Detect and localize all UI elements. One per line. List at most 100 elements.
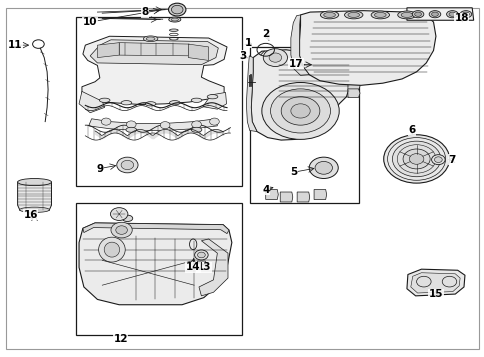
Ellipse shape	[462, 12, 469, 16]
Text: 9: 9	[96, 164, 103, 174]
Circle shape	[194, 250, 208, 260]
Circle shape	[309, 157, 337, 178]
Ellipse shape	[446, 11, 457, 18]
Ellipse shape	[171, 18, 178, 21]
Polygon shape	[265, 190, 278, 200]
Ellipse shape	[411, 11, 423, 18]
Circle shape	[111, 222, 132, 238]
Polygon shape	[246, 56, 257, 132]
Text: 3: 3	[239, 51, 245, 61]
Ellipse shape	[121, 101, 132, 105]
Ellipse shape	[168, 17, 181, 22]
Circle shape	[431, 155, 444, 165]
Circle shape	[269, 53, 281, 62]
Circle shape	[383, 135, 449, 183]
Ellipse shape	[104, 242, 120, 257]
Text: 13: 13	[196, 262, 211, 272]
Text: 12: 12	[113, 333, 128, 343]
Text: 2: 2	[262, 30, 269, 40]
Text: 7: 7	[447, 155, 454, 165]
Bar	[76, 203, 242, 335]
Polygon shape	[347, 89, 359, 97]
Ellipse shape	[143, 36, 158, 41]
Ellipse shape	[146, 37, 155, 41]
Ellipse shape	[169, 29, 178, 31]
Polygon shape	[202, 92, 226, 109]
Ellipse shape	[191, 127, 201, 132]
Ellipse shape	[19, 207, 49, 212]
Ellipse shape	[99, 98, 110, 102]
Circle shape	[281, 97, 319, 125]
Polygon shape	[17, 182, 51, 211]
Text: 10: 10	[83, 17, 97, 27]
Circle shape	[117, 157, 138, 173]
Text: 8: 8	[141, 7, 148, 17]
Polygon shape	[97, 42, 119, 57]
Circle shape	[171, 5, 182, 14]
Bar	[76, 17, 242, 186]
Text: 16: 16	[23, 210, 38, 220]
Ellipse shape	[400, 12, 412, 17]
Ellipse shape	[448, 12, 455, 16]
Circle shape	[434, 157, 441, 162]
Ellipse shape	[414, 12, 421, 16]
Circle shape	[110, 208, 128, 221]
Ellipse shape	[397, 11, 415, 19]
Polygon shape	[406, 269, 464, 296]
Polygon shape	[90, 40, 218, 65]
Text: 6: 6	[408, 126, 415, 136]
Circle shape	[392, 141, 440, 177]
Text: 17: 17	[288, 59, 302, 69]
Circle shape	[191, 121, 201, 128]
Circle shape	[160, 122, 169, 129]
Polygon shape	[196, 261, 206, 265]
Ellipse shape	[431, 12, 438, 16]
Polygon shape	[347, 75, 359, 83]
Ellipse shape	[126, 127, 136, 132]
Circle shape	[126, 121, 136, 128]
Polygon shape	[79, 223, 231, 305]
Polygon shape	[297, 192, 309, 202]
Circle shape	[263, 49, 287, 66]
Ellipse shape	[145, 102, 156, 106]
Circle shape	[168, 3, 185, 16]
Circle shape	[121, 160, 134, 170]
Text: 4: 4	[261, 185, 269, 195]
Circle shape	[209, 118, 219, 125]
Ellipse shape	[347, 12, 359, 17]
Polygon shape	[83, 223, 228, 233]
Polygon shape	[82, 36, 227, 105]
Polygon shape	[410, 273, 459, 293]
Polygon shape	[198, 239, 227, 296]
Ellipse shape	[374, 12, 385, 17]
Ellipse shape	[207, 95, 217, 99]
Polygon shape	[347, 82, 359, 90]
Text: 18: 18	[454, 14, 468, 24]
Circle shape	[402, 149, 429, 169]
Circle shape	[261, 82, 338, 139]
Ellipse shape	[320, 11, 338, 19]
Ellipse shape	[428, 11, 440, 18]
Circle shape	[290, 104, 310, 118]
Polygon shape	[119, 42, 189, 56]
Ellipse shape	[17, 178, 51, 186]
Circle shape	[408, 154, 423, 164]
Polygon shape	[290, 15, 309, 75]
Text: 11: 11	[8, 40, 22, 50]
Polygon shape	[299, 11, 435, 85]
Ellipse shape	[169, 101, 180, 105]
Polygon shape	[89, 119, 217, 131]
Circle shape	[270, 89, 330, 133]
Polygon shape	[431, 155, 444, 164]
Ellipse shape	[323, 12, 334, 17]
Ellipse shape	[459, 11, 471, 18]
Ellipse shape	[122, 215, 133, 222]
Circle shape	[101, 118, 111, 125]
Bar	[249, 47, 358, 203]
Text: 14: 14	[185, 262, 199, 272]
Polygon shape	[314, 190, 326, 200]
Polygon shape	[406, 8, 473, 20]
Circle shape	[197, 252, 205, 258]
Polygon shape	[79, 91, 105, 113]
Polygon shape	[280, 192, 292, 202]
